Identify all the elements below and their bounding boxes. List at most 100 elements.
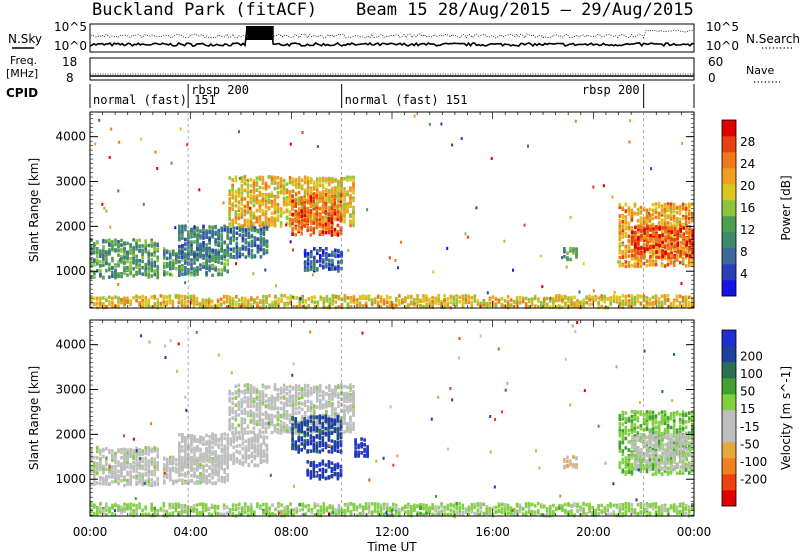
- heatmap-cell: [202, 480, 205, 484]
- heatmap-cell: [226, 270, 229, 274]
- heatmap-cell: [658, 221, 661, 225]
- heatmap-cell: [280, 208, 283, 212]
- heatmap-cell: [664, 245, 667, 249]
- heatmap-cell: [310, 177, 313, 181]
- freq-unit-label: [MHz]: [6, 67, 38, 80]
- heatmap-cell: [646, 215, 649, 219]
- heatmap-cell: [622, 250, 625, 254]
- heatmap-cell: [251, 249, 254, 253]
- heatmap-cell: [228, 224, 231, 228]
- heatmap-cell: [582, 304, 585, 308]
- heatmap-cell: [655, 297, 658, 301]
- heatmap-cell: [169, 471, 172, 475]
- heatmap-cell: [181, 266, 184, 270]
- heatmap-cell: [111, 244, 114, 248]
- heatmap-cell: [337, 260, 340, 264]
- heatmap-cell: [328, 213, 331, 217]
- heatmap-cell: [658, 297, 661, 301]
- heatmap-cell: [242, 228, 245, 232]
- heatmap-cell: [477, 303, 480, 307]
- heatmap-cell: [141, 473, 144, 477]
- heatmap-cell: [667, 227, 670, 231]
- heatmap-cell: [196, 240, 199, 244]
- heatmap-cell: [525, 297, 528, 301]
- heatmap-cell: [280, 211, 283, 215]
- heatmap-cell: [503, 240, 505, 243]
- heatmap-cell: [231, 224, 234, 228]
- heatmap-cell: [528, 298, 531, 302]
- y-tick-label: 2000: [55, 219, 86, 233]
- heatmap-cell: [217, 463, 220, 467]
- heatmap-cell: [96, 241, 99, 245]
- heatmap-cell: [634, 239, 637, 243]
- heatmap-cell: [622, 208, 625, 212]
- heatmap-cell: [178, 260, 181, 264]
- heatmap-cell: [667, 221, 670, 225]
- heatmap-cell: [205, 299, 208, 303]
- heatmap-cell: [337, 195, 340, 199]
- heatmap-cell: [328, 262, 331, 266]
- heatmap-cell: [676, 225, 679, 229]
- heatmap-cell: [108, 475, 111, 479]
- heatmap-cell: [223, 459, 226, 463]
- heatmap-cell: [310, 204, 313, 208]
- heatmap-cell: [117, 300, 120, 304]
- heatmap-cell: [292, 296, 294, 299]
- heatmap-cell: [226, 262, 229, 266]
- heatmap-cell: [297, 228, 300, 232]
- heatmap-cell: [283, 211, 286, 215]
- heatmap-cell: [132, 461, 135, 465]
- heatmap-cell: [343, 211, 346, 215]
- heatmap-cell: [685, 247, 688, 251]
- heatmap-cell: [443, 302, 446, 306]
- heatmap-cell: [223, 228, 226, 232]
- heatmap-cell: [637, 295, 640, 299]
- heatmap-cell: [220, 248, 223, 252]
- heatmap-cell: [126, 465, 129, 469]
- heatmap-cell: [239, 247, 242, 251]
- heatmap-cell: [190, 267, 193, 271]
- heatmap-cell: [105, 262, 108, 266]
- heatmap-cell: [628, 254, 631, 257]
- heatmap-cell: [685, 231, 688, 235]
- heatmap-cell: [306, 219, 309, 223]
- heatmap-cell: [286, 216, 289, 220]
- heatmap-cell: [242, 247, 245, 251]
- heatmap-cell: [231, 208, 234, 212]
- heatmap-cell: [248, 446, 251, 450]
- heatmap-cell: [655, 260, 658, 264]
- heatmap-cell: [256, 209, 259, 213]
- heatmap-cell: [619, 264, 622, 268]
- heatmap-cell: [289, 222, 292, 226]
- heatmap-cell: [449, 301, 452, 305]
- heatmap-cell: [202, 473, 205, 477]
- heatmap-cell: [238, 201, 241, 205]
- heatmap-cell: [211, 226, 214, 230]
- heatmap-cell: [254, 237, 257, 241]
- heatmap-cell: [144, 296, 147, 300]
- heatmap-cell: [289, 203, 292, 207]
- heatmap-cell: [248, 248, 251, 252]
- heatmap-cell: [211, 274, 214, 278]
- heatmap-cell: [297, 216, 300, 220]
- heatmap-cell: [371, 303, 374, 307]
- heatmap-cell: [268, 195, 271, 199]
- heatmap-cell: [443, 294, 446, 298]
- heatmap-cell: [205, 247, 208, 251]
- heatmap-cell: [670, 231, 673, 235]
- heatmap-cell: [196, 482, 199, 486]
- heatmap-cell: [245, 246, 248, 250]
- heatmap-cell: [123, 268, 126, 272]
- heatmap-cell: [664, 302, 667, 306]
- heatmap-cell: [231, 178, 234, 182]
- heatmap-cell: [156, 481, 159, 485]
- heatmap-cell: [416, 300, 419, 304]
- heatmap-cell: [232, 238, 235, 242]
- heatmap-cell: [328, 195, 331, 199]
- heatmap-cell: [667, 214, 670, 218]
- heatmap-cell: [190, 229, 193, 233]
- heatmap-cell: [298, 180, 301, 184]
- heatmap-cell: [256, 219, 259, 223]
- heatmap-cell: [343, 187, 346, 191]
- heatmap-cell: [105, 299, 108, 303]
